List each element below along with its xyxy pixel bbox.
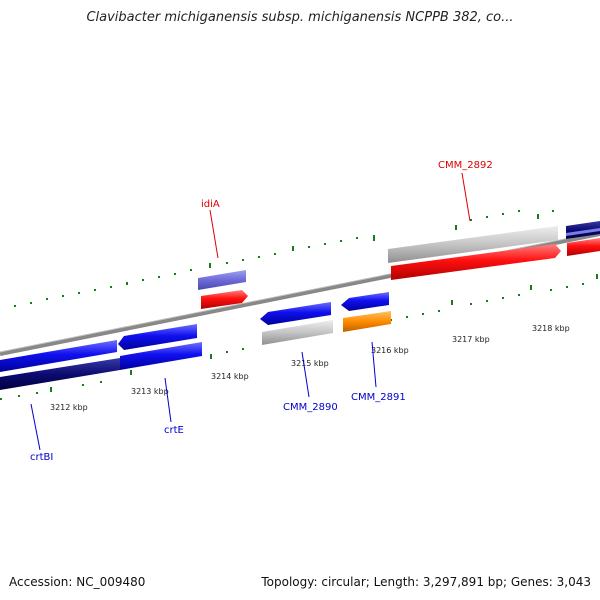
tick-label-3216: 3216 kbp — [371, 346, 409, 355]
gene-label-crtBI: crtBI — [30, 452, 53, 463]
genome-summary-text: Topology: circular; Length: 3,297,891 bp… — [261, 575, 591, 589]
gene-label-CMM_2891: CMM_2891 — [351, 392, 406, 403]
gene-feature-idiA[interactable] — [198, 270, 246, 290]
gene-feature[interactable] — [118, 324, 197, 350]
tick-label-3218: 3218 kbp — [532, 324, 570, 333]
gene-feature-crtE[interactable] — [120, 342, 202, 370]
gene-feature-CMM_2890[interactable] — [262, 320, 333, 345]
gene-feature[interactable] — [567, 238, 600, 256]
gene-feature[interactable] — [260, 302, 331, 325]
tick-label-3215: 3215 kbp — [291, 359, 329, 368]
tick-label-3213: 3213 kbp — [131, 387, 169, 396]
gene-feature[interactable] — [341, 292, 389, 311]
gene-label-idiA: idiA — [201, 199, 220, 210]
gene-features[interactable] — [0, 221, 600, 390]
gene-feature[interactable] — [388, 226, 558, 263]
gene-label-leaders — [30, 172, 471, 451]
gene-feature-crtBI[interactable] — [0, 358, 120, 390]
tick-labels: 3212 kbp 3213 kbp 3214 kbp 3215 kbp 3216… — [50, 324, 570, 412]
gene-feature-CMM_2891[interactable] — [343, 311, 391, 332]
forward-tick-track — [14, 210, 554, 307]
tick-label-3212: 3212 kbp — [50, 403, 88, 412]
gene-label-crtE: crtE — [164, 425, 184, 436]
gene-label-CMM_2890: CMM_2890 — [283, 402, 338, 413]
tick-label-3217: 3217 kbp — [452, 335, 490, 344]
gene-feature-CMM_2892[interactable] — [391, 244, 561, 280]
gene-label-CMM_2892: CMM_2892 — [438, 160, 493, 171]
gene-labels: crtBI crtE CMM_2890 CMM_2891 idiA CMM_28… — [30, 160, 493, 463]
map-title: Clavibacter michiganensis subsp. michiga… — [86, 10, 514, 25]
gene-feature[interactable] — [0, 340, 117, 372]
gene-feature[interactable] — [566, 228, 600, 236]
gene-feature[interactable] — [201, 290, 248, 309]
accession-text: Accession: NC_009480 — [9, 575, 146, 589]
tick-label-3214: 3214 kbp — [211, 372, 249, 381]
